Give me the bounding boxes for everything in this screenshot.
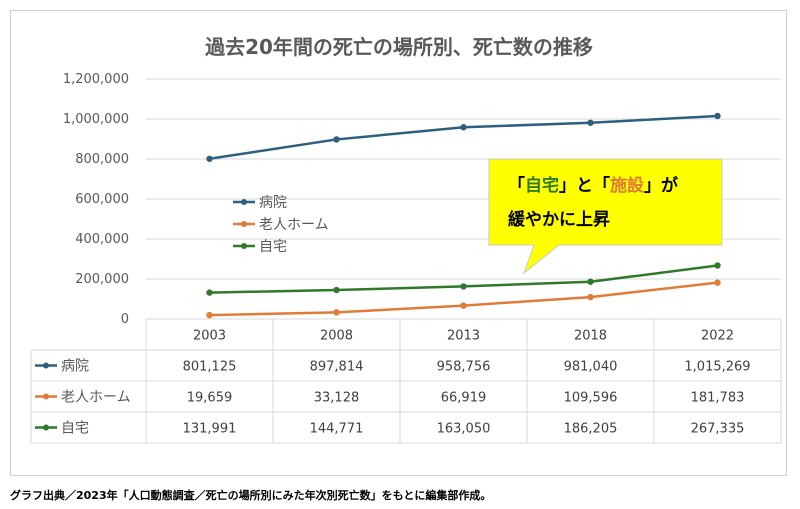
legend-entry: 病院 [259, 195, 287, 211]
data-point [333, 286, 340, 294]
data-label: 801,125 [183, 360, 237, 375]
y-tick-label: 0 [121, 312, 129, 327]
data-label: 958,756 [437, 360, 491, 375]
data-label: 267,335 [691, 422, 745, 437]
callout-line-2: 緩やかに上昇 [508, 209, 610, 230]
x-tick-label: 2008 [320, 329, 353, 344]
data-point [333, 136, 340, 143]
y-tick-label: 600,000 [75, 192, 129, 207]
data-label: 131,991 [183, 422, 237, 437]
data-label: 897,814 [310, 360, 364, 375]
data-point [714, 262, 721, 269]
data-point [333, 309, 340, 316]
y-axis-ticks: 1,200,000 1,000,000 800,000 600,000 400,000 2… [63, 72, 129, 327]
y-tick-label: 400,000 [75, 232, 129, 247]
legend-entry: 自宅 [259, 239, 287, 255]
x-tick-label: 2018 [574, 329, 607, 344]
x-tick-label: 2022 [701, 329, 734, 344]
series-lines [206, 112, 721, 319]
data-point [206, 311, 213, 319]
data-table: 2003 2008 2013 2018 2022 病院 801,125 897,814 958,… [30, 319, 782, 444]
data-point [206, 155, 213, 162]
data-point [460, 283, 467, 290]
table-series-key-marker [43, 424, 49, 431]
data-point [460, 302, 467, 309]
data-label: 163,050 [437, 422, 491, 437]
data-label: 186,205 [564, 422, 618, 437]
data-label: 181,783 [691, 391, 745, 406]
callout-segment: 」と [559, 176, 593, 196]
data-label: 109,596 [564, 391, 618, 406]
legend-entry: 老人ホーム [259, 217, 329, 233]
series-line [209, 114, 718, 161]
callout-segment: 」が [644, 175, 678, 196]
data-label: 66,919 [441, 391, 487, 406]
data-point [587, 293, 594, 301]
callout-segment: 自宅 [525, 175, 559, 196]
chart-frame: 過去20年間の死亡の場所別、死亡数の推移 1,200,000 1,000,000 8… [10, 10, 787, 476]
data-label: 144,771 [310, 422, 364, 437]
callout-segment: 施設 [610, 175, 645, 196]
data-label: 33,128 [314, 391, 360, 406]
data-label: 19,659 [187, 391, 233, 406]
data-point [206, 289, 213, 296]
legend-key-marker [241, 199, 247, 205]
callout-segment: 「 [593, 175, 610, 196]
data-point [587, 278, 594, 285]
chart-title: 過去20年間の死亡の場所別、死亡数の推移 [205, 35, 593, 59]
y-tick-label: 200,000 [75, 272, 129, 287]
table-series-key-marker [43, 393, 49, 400]
data-point [460, 124, 467, 131]
legend-key-marker [241, 221, 247, 227]
callout-bubble [488, 158, 723, 275]
data-point [714, 112, 721, 120]
y-tick-label: 1,000,000 [63, 112, 129, 127]
data-point [714, 279, 721, 286]
data-label: 981,040 [564, 360, 618, 375]
source-note: グラフ出典／2023年「人口動態調査／死亡の場所別にみた年次別死亡数」をもとに編… [10, 489, 492, 502]
legend-key-marker [241, 243, 247, 249]
callout-segment: 「 [508, 175, 525, 196]
table-series-name: 病院 [61, 359, 89, 375]
table-series-key-marker [43, 362, 49, 369]
y-tick-label: 1,200,000 [63, 72, 129, 87]
y-tick-label: 800,000 [75, 152, 129, 167]
data-label: 1,015,269 [684, 360, 750, 375]
line-chart: 過去20年間の死亡の場所別、死亡数の推移 1,200,000 1,000,000 8… [30, 35, 782, 444]
table-series-name: 老人ホーム [61, 390, 131, 406]
callout-line-1: 「自宅」と「施設」が [508, 175, 678, 196]
data-point [587, 119, 594, 126]
table-series-name: 自宅 [61, 421, 89, 437]
gridlines [146, 78, 781, 320]
x-tick-label: 2013 [447, 329, 480, 344]
x-tick-label: 2003 [193, 329, 226, 344]
